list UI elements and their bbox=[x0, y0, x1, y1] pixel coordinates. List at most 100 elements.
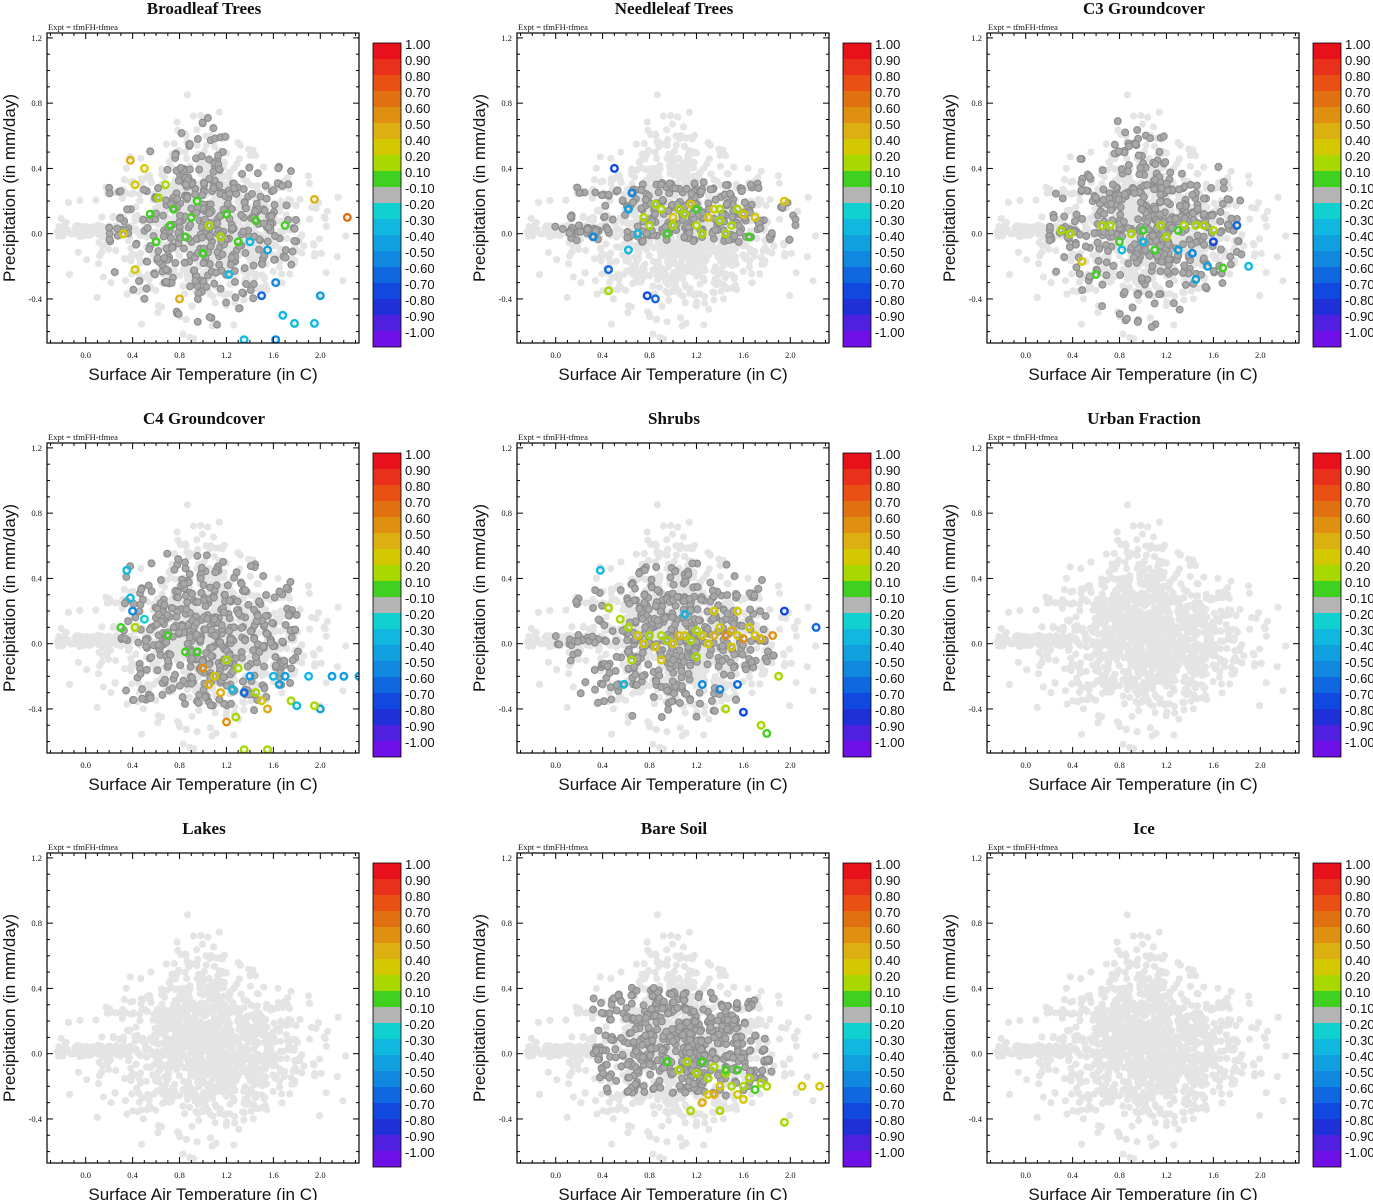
scatter-point-faint bbox=[598, 270, 606, 278]
scatter-point-gray bbox=[290, 236, 299, 245]
scatter-point-gray bbox=[249, 280, 258, 288]
scatter-point-faint bbox=[655, 283, 664, 291]
scatter-point-gray bbox=[105, 223, 114, 232]
scatter-point bbox=[224, 270, 234, 280]
scatter-point-faint bbox=[670, 147, 678, 155]
scatter-point-gray bbox=[1226, 252, 1235, 261]
scatter-point bbox=[674, 204, 684, 214]
scatter-point-faint bbox=[723, 270, 731, 279]
scatter-point-faint bbox=[634, 252, 642, 260]
scatter-point-gray bbox=[278, 181, 287, 190]
scatter-point-center bbox=[677, 208, 681, 211]
scatter-point-faint bbox=[1039, 273, 1047, 281]
scatter-point-faint bbox=[1180, 176, 1188, 184]
scatter-point-faint bbox=[997, 214, 1005, 223]
scatter-point-center bbox=[274, 338, 277, 341]
scatter-point-faint bbox=[831, 204, 838, 211]
colorbar-frame bbox=[842, 42, 872, 348]
scatter-point bbox=[204, 220, 214, 230]
scatter-point bbox=[145, 209, 155, 219]
scatter-point-faint bbox=[666, 170, 674, 178]
scatter-point-faint bbox=[1005, 270, 1014, 278]
scatter-point-faint bbox=[523, 228, 531, 236]
scatter-point-faint bbox=[122, 164, 130, 172]
scatter-point bbox=[633, 229, 643, 239]
scatter-point-faint bbox=[701, 299, 709, 307]
scatter-point-gray bbox=[1216, 208, 1225, 216]
scatter-point-center bbox=[248, 240, 252, 243]
scatter-point-faint bbox=[1262, 269, 1270, 277]
scatter-point-faint bbox=[1216, 235, 1224, 243]
scatter-point-faint bbox=[692, 271, 700, 279]
colorbar-label: -1.00 bbox=[405, 325, 435, 340]
scatter-point-center bbox=[712, 208, 716, 211]
scatter-point-gray bbox=[270, 255, 279, 264]
scatter-point-faint bbox=[663, 154, 671, 163]
scatter-point-faint bbox=[333, 253, 341, 261]
scatter-point-gray bbox=[597, 191, 606, 200]
scatter-point-faint bbox=[1079, 295, 1087, 303]
colorbar-segment bbox=[843, 299, 871, 315]
scatter-point-center bbox=[201, 252, 205, 255]
colorbar-segment bbox=[843, 315, 871, 331]
scatter-point-center bbox=[207, 224, 211, 227]
scatter-point-gray bbox=[281, 253, 290, 262]
scatter-point-faint bbox=[1210, 199, 1218, 207]
scatter-point-faint bbox=[321, 215, 329, 223]
colorbar-segment bbox=[373, 331, 401, 347]
scatter-point-gray bbox=[754, 184, 763, 193]
scatter-point-faint bbox=[20, 221, 27, 228]
scatter-point-center bbox=[293, 322, 296, 325]
scatter-point-center bbox=[607, 268, 610, 271]
scatter-point-center bbox=[227, 273, 230, 276]
scatter-point bbox=[309, 318, 319, 328]
scatter-point-faint bbox=[575, 245, 583, 253]
scatter-point-gray bbox=[697, 187, 706, 196]
scatter-point-faint bbox=[179, 330, 187, 338]
scatter-point-gray bbox=[1128, 303, 1137, 312]
scatter-point-faint bbox=[664, 289, 672, 297]
scatter-point-faint bbox=[1256, 235, 1264, 243]
scatter-point-faint bbox=[704, 251, 712, 260]
scatter-point-faint bbox=[609, 295, 618, 303]
colorbar-segment bbox=[373, 91, 401, 107]
scatter-point-faint bbox=[685, 147, 693, 155]
scatter-point-faint bbox=[145, 276, 153, 284]
scatter-point-gray bbox=[274, 164, 283, 173]
panel-title: C3 Groundcover bbox=[1083, 0, 1205, 18]
scatter-point bbox=[697, 229, 707, 239]
scatter-point-gray bbox=[248, 189, 256, 198]
scatter-point-gray bbox=[1181, 281, 1190, 289]
scatter-point-faint bbox=[1072, 203, 1080, 211]
scatter-point-faint bbox=[1119, 282, 1127, 290]
scatter-point-gray bbox=[1156, 267, 1165, 276]
scatter-point-faint bbox=[1245, 179, 1254, 187]
scatter-point-faint bbox=[181, 148, 189, 156]
y-tick-label: 0.4 bbox=[501, 163, 512, 173]
scatter-point-gray bbox=[162, 277, 171, 286]
scatter-point-faint bbox=[774, 172, 783, 180]
scatter-point-faint bbox=[174, 183, 182, 191]
scatter-point-gray bbox=[242, 204, 250, 213]
scatter-point-faint bbox=[607, 179, 615, 188]
scatter-point-faint bbox=[182, 315, 190, 323]
expt-label: Expt = tfmFH-tfmea bbox=[988, 22, 1058, 32]
scatter-point-gray bbox=[168, 243, 177, 252]
scatter-point-gray bbox=[238, 170, 247, 178]
scatter-point-faint bbox=[1186, 151, 1194, 160]
colorbar-segment bbox=[843, 251, 871, 267]
scatter-point-faint bbox=[686, 285, 694, 293]
scatter-point-faint bbox=[653, 91, 662, 99]
scatter-point-faint bbox=[624, 257, 632, 265]
scatter-point bbox=[738, 209, 748, 219]
scatter-point-faint bbox=[1128, 205, 1136, 213]
scatter-point-gray bbox=[1072, 210, 1081, 219]
scatter-point-faint bbox=[596, 253, 604, 261]
scatter-point-gray bbox=[689, 237, 698, 246]
scatter-point-gray bbox=[159, 232, 168, 241]
scatter-point-faint bbox=[591, 277, 600, 285]
y-axis-label: Precipitation (in mm/day) bbox=[470, 94, 489, 282]
scatter-point-faint bbox=[1125, 283, 1134, 291]
scatter-point-faint bbox=[1149, 123, 1158, 131]
